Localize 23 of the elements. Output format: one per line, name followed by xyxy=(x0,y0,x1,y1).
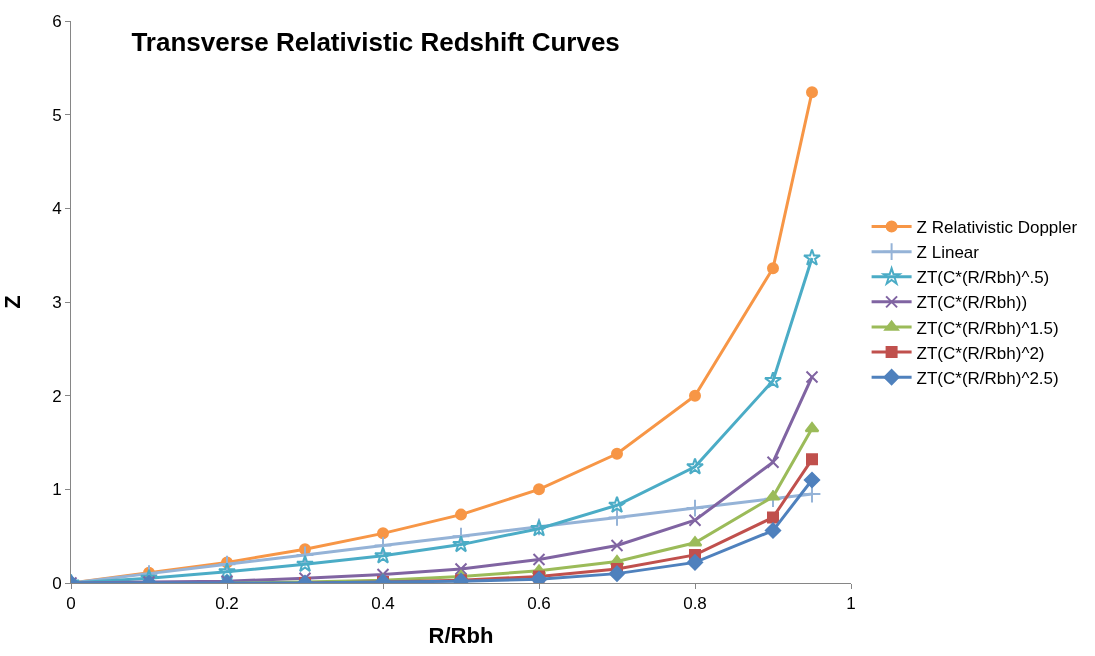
legend-label: Z Relativistic Doppler xyxy=(916,218,1078,238)
y-axis-title: Z xyxy=(0,295,25,309)
legend-label: ZT(C*(R/Rbh)^2.5) xyxy=(916,368,1059,388)
x-tick-label: 0.2 xyxy=(215,594,239,614)
y-tick-label: 0 xyxy=(52,573,62,593)
x-tick-label: 0.4 xyxy=(371,594,395,614)
chart-title: Transverse Relativistic Redshift Curves xyxy=(131,27,620,57)
legend-label: ZT(C*(R/Rbh)^1.5) xyxy=(916,318,1059,338)
legend-label: ZT(C*(R/Rbh)^.5) xyxy=(916,268,1050,288)
x-tick-label: 0.8 xyxy=(683,594,707,614)
legend-label: ZT(C*(R/Rbh)^2) xyxy=(916,343,1045,363)
y-tick-label: 4 xyxy=(52,199,62,219)
y-tick-label: 2 xyxy=(52,386,62,406)
y-tick-label: 3 xyxy=(52,292,62,312)
legend-label: Z Linear xyxy=(916,243,980,263)
legend-label: ZT(C*(R/Rbh)) xyxy=(916,293,1028,313)
x-axis-title: R/Rbh xyxy=(428,623,494,649)
y-tick-label: 6 xyxy=(52,11,62,31)
x-tick-label: 0.6 xyxy=(527,594,551,614)
y-tick-label: 5 xyxy=(52,105,62,125)
x-tick-label: 0 xyxy=(66,594,76,614)
x-tick-label: 1 xyxy=(846,594,856,614)
y-tick-label: 1 xyxy=(52,480,62,500)
